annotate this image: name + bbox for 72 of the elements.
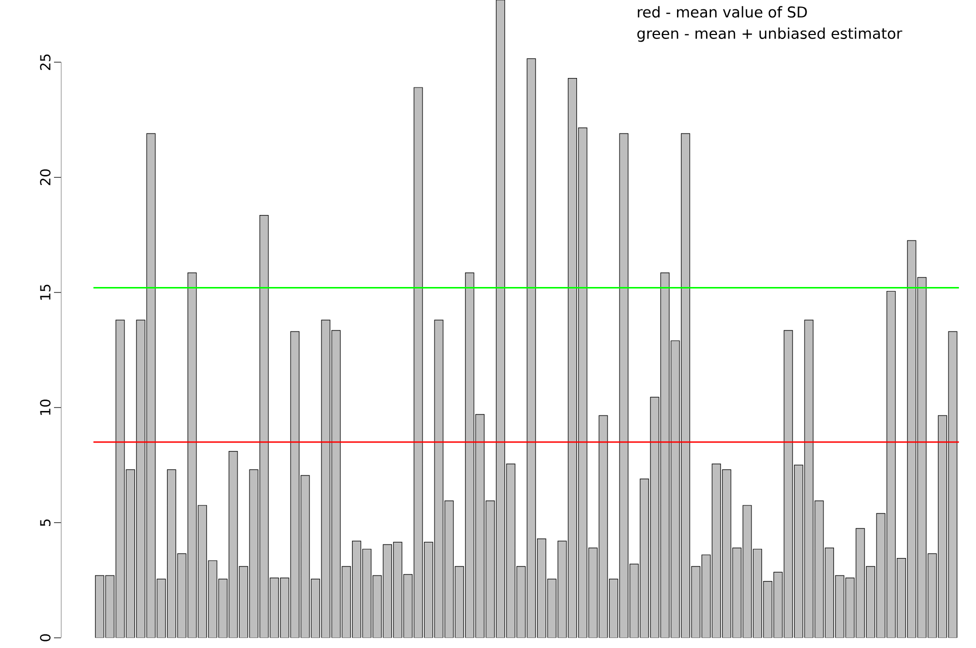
- bar: [742, 505, 752, 638]
- bar: [526, 58, 536, 638]
- bar: [630, 564, 639, 638]
- bar: [259, 215, 269, 638]
- bar: [804, 320, 814, 638]
- bar: [547, 578, 556, 638]
- bar: [331, 330, 341, 638]
- bar: [362, 548, 372, 638]
- bar: [702, 554, 711, 638]
- bar: [475, 414, 484, 638]
- bar: [208, 560, 218, 638]
- bar: [917, 277, 926, 638]
- bar: [465, 272, 474, 638]
- bar: [588, 548, 598, 638]
- bar: [382, 544, 392, 638]
- bar: [290, 331, 300, 638]
- bar: [773, 572, 783, 638]
- annotation: green - mean + unbiased estimator: [637, 28, 902, 42]
- y-tick-label: 20: [40, 170, 51, 186]
- bar: [352, 540, 362, 638]
- bar: [907, 240, 916, 638]
- bar: [866, 566, 876, 638]
- bar: [608, 578, 618, 638]
- y-tick-label: 25: [40, 54, 51, 70]
- bar: [824, 548, 834, 638]
- bar: [722, 470, 732, 638]
- bar: [896, 558, 906, 638]
- bar: [300, 475, 310, 638]
- bar: [198, 505, 207, 638]
- y-tick-label: 0: [40, 634, 51, 642]
- bar: [876, 513, 886, 638]
- bar: [403, 574, 413, 638]
- bar: [372, 575, 382, 638]
- bar: [938, 415, 948, 638]
- bar: [814, 500, 824, 638]
- bar: [752, 548, 762, 638]
- bar: [496, 0, 506, 638]
- bar: [845, 578, 855, 638]
- bar: [116, 320, 125, 638]
- bar: [310, 578, 320, 638]
- bar: [568, 78, 578, 638]
- bar: [177, 554, 186, 638]
- bar: [794, 464, 804, 638]
- annotation: red - mean value of SD: [638, 6, 807, 18]
- y-tick-label: 15: [40, 284, 51, 300]
- bar: [218, 578, 228, 638]
- bar: [188, 272, 197, 638]
- bar: [650, 397, 660, 638]
- y-tick-label: 10: [40, 400, 51, 415]
- bar: [270, 578, 279, 638]
- bar: [126, 470, 135, 638]
- bar: [454, 566, 464, 638]
- y-tick-label: 5: [40, 520, 51, 526]
- bar: [660, 272, 670, 638]
- bar: [558, 540, 567, 638]
- bar: [146, 133, 156, 638]
- bar: [537, 538, 546, 638]
- bar: [640, 478, 649, 638]
- bar: [280, 578, 290, 638]
- bar: [516, 566, 526, 638]
- bar: [732, 548, 742, 638]
- bar: [105, 575, 114, 638]
- bar: [712, 464, 721, 638]
- bar: [680, 133, 690, 638]
- bar: [434, 320, 444, 638]
- bar: [886, 291, 896, 638]
- bar: [444, 500, 454, 638]
- bar: [166, 470, 176, 638]
- bar: [238, 566, 248, 638]
- bar: [619, 133, 628, 638]
- bar: [424, 542, 434, 638]
- bar: [95, 575, 104, 638]
